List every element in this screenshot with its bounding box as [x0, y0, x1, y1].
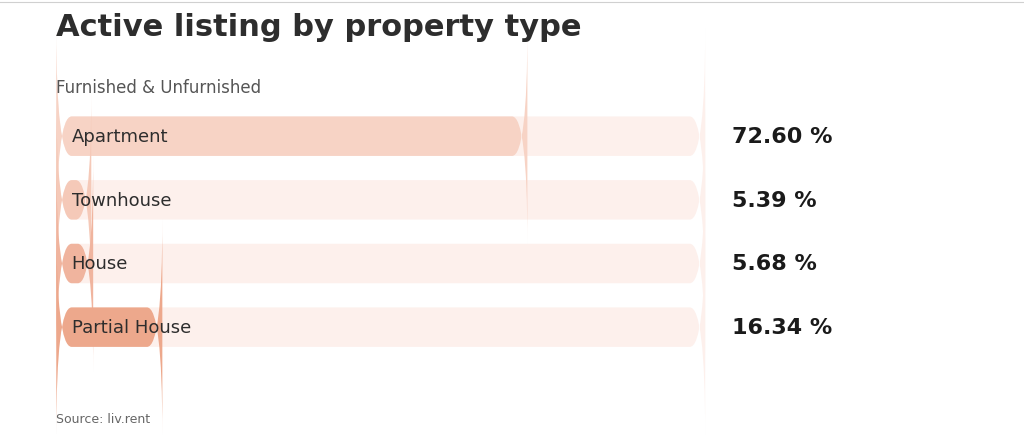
FancyBboxPatch shape	[56, 29, 527, 244]
FancyBboxPatch shape	[56, 156, 93, 371]
Text: Furnished & Unfurnished: Furnished & Unfurnished	[56, 79, 261, 97]
FancyBboxPatch shape	[56, 93, 91, 308]
Text: Source: liv.rent: Source: liv.rent	[56, 412, 151, 425]
Text: 5.39 %: 5.39 %	[732, 191, 816, 210]
Text: Townhouse: Townhouse	[72, 191, 171, 209]
Text: 72.60 %: 72.60 %	[732, 127, 833, 147]
Text: House: House	[72, 255, 128, 273]
Text: 16.34 %: 16.34 %	[732, 318, 833, 337]
Text: 5.68 %: 5.68 %	[732, 254, 817, 274]
FancyBboxPatch shape	[56, 93, 706, 308]
Text: Apartment: Apartment	[72, 128, 168, 146]
FancyBboxPatch shape	[56, 156, 706, 371]
FancyBboxPatch shape	[56, 220, 163, 435]
Text: Active listing by property type: Active listing by property type	[56, 13, 582, 42]
Text: Partial House: Partial House	[72, 318, 190, 336]
FancyBboxPatch shape	[56, 220, 706, 435]
FancyBboxPatch shape	[56, 29, 706, 244]
